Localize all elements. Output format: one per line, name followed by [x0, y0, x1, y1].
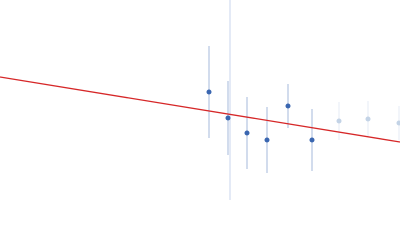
point: [336, 118, 342, 124]
chart: [0, 0, 400, 200]
point: [264, 137, 270, 143]
point: [285, 103, 291, 109]
point: [206, 89, 212, 95]
point: [309, 137, 315, 143]
fit-line: [0, 76, 400, 143]
point: [365, 116, 371, 122]
point: [225, 115, 231, 121]
page: (() => { const data = JSON.parse(documen…: [0, 0, 400, 200]
point: [396, 120, 400, 126]
point: [244, 130, 250, 136]
